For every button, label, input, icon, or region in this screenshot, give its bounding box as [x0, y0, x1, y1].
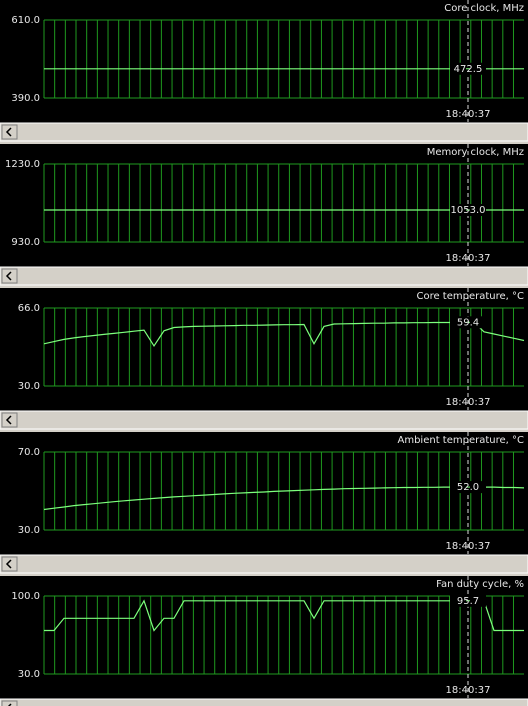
cursor-time-label: 18:40:37: [446, 109, 491, 120]
cursor-time-label: 18:40:37: [446, 685, 491, 696]
cursor-value-label: 1053.0: [451, 205, 486, 216]
y-tick-label: 610.0: [11, 15, 40, 26]
graph-background: [0, 0, 528, 123]
scroll-left-button[interactable]: [1, 412, 18, 428]
cursor-time-label: 18:40:37: [446, 253, 491, 264]
graph-title: Fan duty cycle, %: [436, 579, 524, 590]
scroll-left-button[interactable]: [1, 700, 18, 706]
scrollbar[interactable]: [0, 410, 528, 430]
cursor-value-label: 52.0: [457, 482, 479, 493]
y-tick-label: 30.0: [18, 525, 40, 536]
data-line: [44, 599, 524, 632]
graph-background: [0, 288, 528, 411]
y-tick-label: 100.0: [11, 591, 40, 602]
graph-title: Core clock, MHz: [444, 3, 524, 14]
y-tick-label: 70.0: [18, 447, 40, 458]
graph-background: [0, 144, 528, 267]
data-line: [43, 321, 525, 348]
graph-title: Core temperature, °C: [416, 291, 524, 302]
y-tick-label: 390.0: [11, 93, 40, 104]
scroll-left-button[interactable]: [1, 124, 18, 140]
scroll-left-arrow: [5, 127, 12, 137]
cursor-value-label: 95.7: [457, 596, 479, 607]
graph-title: Ambient temperature, °C: [398, 435, 525, 446]
y-tick-label: 66.0: [18, 303, 40, 314]
scrollbar[interactable]: [0, 122, 528, 142]
cursor-time-label: 18:40:37: [446, 397, 491, 408]
scroll-left-arrow: [5, 415, 12, 425]
y-tick-label: 30.0: [18, 669, 40, 680]
graph-background: [0, 576, 528, 699]
graph-title: Memory clock, MHz: [427, 147, 524, 158]
scroll-left-arrow: [5, 559, 12, 569]
graph-background: [0, 432, 528, 555]
cursor-value-label: 472.5: [454, 64, 483, 75]
scrollbar[interactable]: [0, 698, 528, 706]
scroll-left-arrow: [7, 703, 12, 706]
scroll-left-button[interactable]: [1, 556, 18, 572]
y-tick-label: 1230.0: [5, 159, 40, 170]
scrollbar[interactable]: [0, 266, 528, 286]
y-tick-label: 930.0: [11, 237, 40, 248]
scrollbar[interactable]: [0, 554, 528, 574]
cursor-time-label: 18:40:37: [446, 541, 491, 552]
data-line: [43, 486, 525, 511]
scroll-left-arrow: [5, 271, 12, 281]
cursor-value-label: 59.4: [457, 317, 479, 328]
y-tick-label: 30.0: [18, 381, 40, 392]
scroll-left-button[interactable]: [1, 268, 18, 284]
